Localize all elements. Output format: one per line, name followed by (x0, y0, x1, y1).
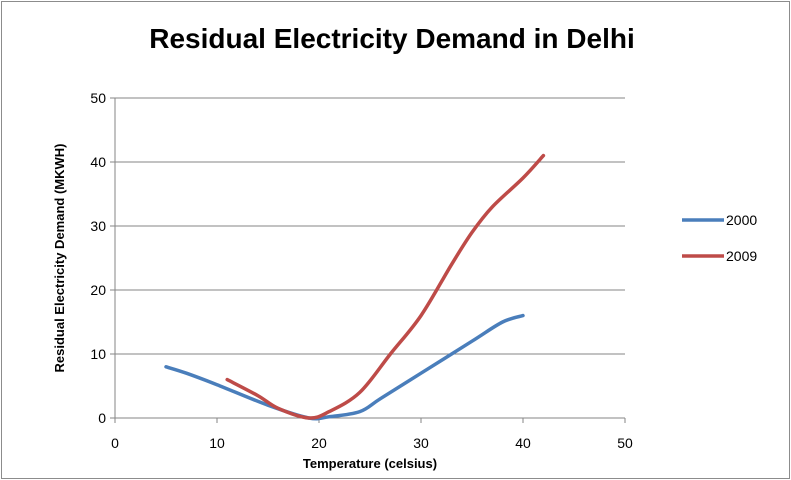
y-tick-label: 50 (90, 90, 106, 106)
x-tick-label: 20 (311, 435, 327, 451)
series-lines (164, 153, 546, 421)
axis-ticks: 0 10 20 30 40 50 0 10 20 30 40 50 (90, 90, 633, 451)
x-tick-label: 50 (617, 435, 633, 451)
x-tick-label: 40 (515, 435, 531, 451)
legend-label-2000: 2000 (726, 212, 757, 228)
x-axis-label: Temperature (celsius) (303, 456, 437, 471)
series-line-2000 (164, 313, 525, 421)
gridlines (115, 97, 625, 355)
legend-label-2009: 2009 (726, 248, 757, 264)
chart-title: Residual Electricity Demand in Delhi (149, 23, 634, 54)
x-tick-label: 30 (413, 435, 429, 451)
y-tick-label: 0 (98, 410, 106, 426)
y-axis-label: Residual Electricity Demand (MKWH) (52, 144, 67, 373)
y-tick-label: 10 (90, 346, 106, 362)
x-tick-label: 0 (111, 435, 119, 451)
y-tick-label: 40 (90, 154, 106, 170)
legend: 2000 2009 (682, 212, 757, 264)
x-tick-label: 10 (209, 435, 225, 451)
series-line-2009 (225, 153, 546, 420)
y-tick-label: 30 (90, 218, 106, 234)
y-tick-label: 20 (90, 282, 106, 298)
